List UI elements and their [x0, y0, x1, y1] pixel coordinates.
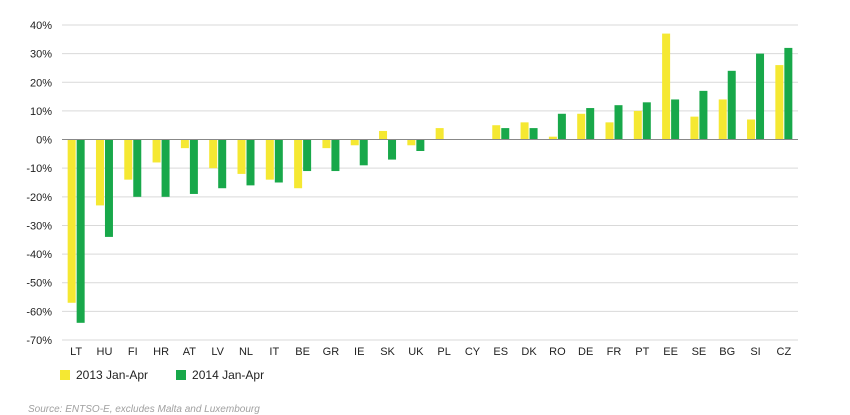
y-tick-label: -20% [26, 192, 52, 204]
bar-2014-lt [77, 140, 85, 323]
bar-2014-uk [416, 140, 424, 151]
bar-2013-lt [68, 140, 76, 303]
bar-2013-fr [606, 122, 614, 139]
bar-2014-pt [643, 102, 651, 139]
bar-2013-hu [96, 140, 104, 206]
x-tick-label: RO [549, 346, 566, 358]
y-tick-label: -50% [26, 278, 52, 290]
x-tick-label: DK [521, 346, 537, 358]
bar-2013-si [747, 120, 755, 140]
bar-2013-fi [124, 140, 132, 180]
bar-2014-se [699, 91, 707, 140]
bar-2013-gr [322, 140, 330, 149]
y-tick-label: -10% [26, 163, 52, 175]
bar-2013-es [492, 125, 500, 139]
bar-2013-hr [153, 140, 161, 163]
x-tick-label: IT [269, 346, 279, 358]
bar-2013-pt [634, 111, 642, 140]
bar-2013-de [577, 114, 585, 140]
x-tick-label: GR [323, 346, 340, 358]
bar-2014-hu [105, 140, 113, 237]
bar-2014-bg [728, 71, 736, 140]
bar-2014-sk [388, 140, 396, 160]
x-tick-label: BE [295, 346, 310, 358]
x-tick-label: CZ [777, 346, 792, 358]
legend-swatch-2014 [176, 370, 186, 380]
x-tick-label: UK [408, 346, 424, 358]
bar-2013-uk [407, 140, 415, 146]
bar-2014-hr [162, 140, 170, 197]
x-tick-label: BG [719, 346, 735, 358]
bar-2014-at [190, 140, 198, 194]
legend-item-2013: 2013 Jan-Apr [60, 368, 148, 382]
y-tick-label: 0% [36, 135, 52, 147]
bar-2013-se [690, 117, 698, 140]
bar-2013-dk [521, 122, 529, 139]
bar-2013-ie [351, 140, 359, 146]
bar-2013-cz [775, 65, 783, 139]
bar-2013-it [266, 140, 274, 180]
bar-2013-at [181, 140, 189, 149]
bar-2013-nl [238, 140, 246, 174]
y-tick-label: 30% [30, 49, 52, 61]
x-tick-label: CY [465, 346, 481, 358]
bar-2014-fi [133, 140, 141, 197]
y-tick-label: 40% [30, 20, 52, 32]
x-tick-label: IE [354, 346, 364, 358]
x-tick-label: FI [128, 346, 138, 358]
bar-2014-ee [671, 99, 679, 139]
bar-2013-lv [209, 140, 217, 169]
legend-label-2014: 2014 Jan-Apr [192, 368, 264, 382]
x-tick-label: HU [97, 346, 113, 358]
bar-2013-sk [379, 131, 387, 140]
bar-2014-ie [360, 140, 368, 166]
x-tick-label: LT [70, 346, 82, 358]
y-tick-label: -70% [26, 335, 52, 347]
bar-2013-pl [436, 128, 444, 139]
x-tick-label: AT [183, 346, 197, 358]
bar-2014-gr [331, 140, 339, 172]
bar-chart: 40% 30% 20% 10% 0% -10% -20% -30% -40% -50% -60% -7… [0, 0, 850, 365]
legend: 2013 Jan-Apr 2014 Jan-Apr [60, 368, 264, 382]
bar-2013-bg [719, 99, 727, 139]
x-tick-label: DE [578, 346, 593, 358]
x-tick-label: SK [380, 346, 395, 358]
bar-2014-nl [247, 140, 255, 186]
x-tick-label: EE [663, 346, 678, 358]
y-tick-label: -60% [26, 306, 52, 318]
bar-2014-si [756, 54, 764, 140]
bar-2014-es [501, 128, 509, 139]
y-tick-label: -30% [26, 220, 52, 232]
x-tick-label: NL [239, 346, 253, 358]
bar-2013-ee [662, 34, 670, 140]
x-tick-label: PL [437, 346, 450, 358]
bar-2014-fr [615, 105, 623, 139]
x-tick-label: SE [692, 346, 707, 358]
bar-2014-lv [218, 140, 226, 189]
legend-item-2014: 2014 Jan-Apr [176, 368, 264, 382]
bar-2014-ro [558, 114, 566, 140]
bar-2014-dk [530, 128, 538, 139]
bar-2014-cz [784, 48, 792, 140]
legend-label-2013: 2013 Jan-Apr [76, 368, 148, 382]
source-note: Source: ENTSO-E, excludes Malta and Luxe… [28, 404, 260, 415]
x-tick-label: ES [493, 346, 508, 358]
x-tick-label: LV [211, 346, 224, 358]
x-tick-label: FR [607, 346, 622, 358]
y-tick-label: 10% [30, 106, 52, 118]
x-tick-label: HR [153, 346, 169, 358]
x-tick-label: SI [750, 346, 760, 358]
y-tick-label: 20% [30, 77, 52, 89]
bar-2014-de [586, 108, 594, 140]
legend-swatch-2013 [60, 370, 70, 380]
bar-2014-it [275, 140, 283, 183]
bar-2014-be [303, 140, 311, 172]
x-tick-label: PT [635, 346, 649, 358]
y-tick-label: -40% [26, 249, 52, 261]
bar-2013-be [294, 140, 302, 189]
